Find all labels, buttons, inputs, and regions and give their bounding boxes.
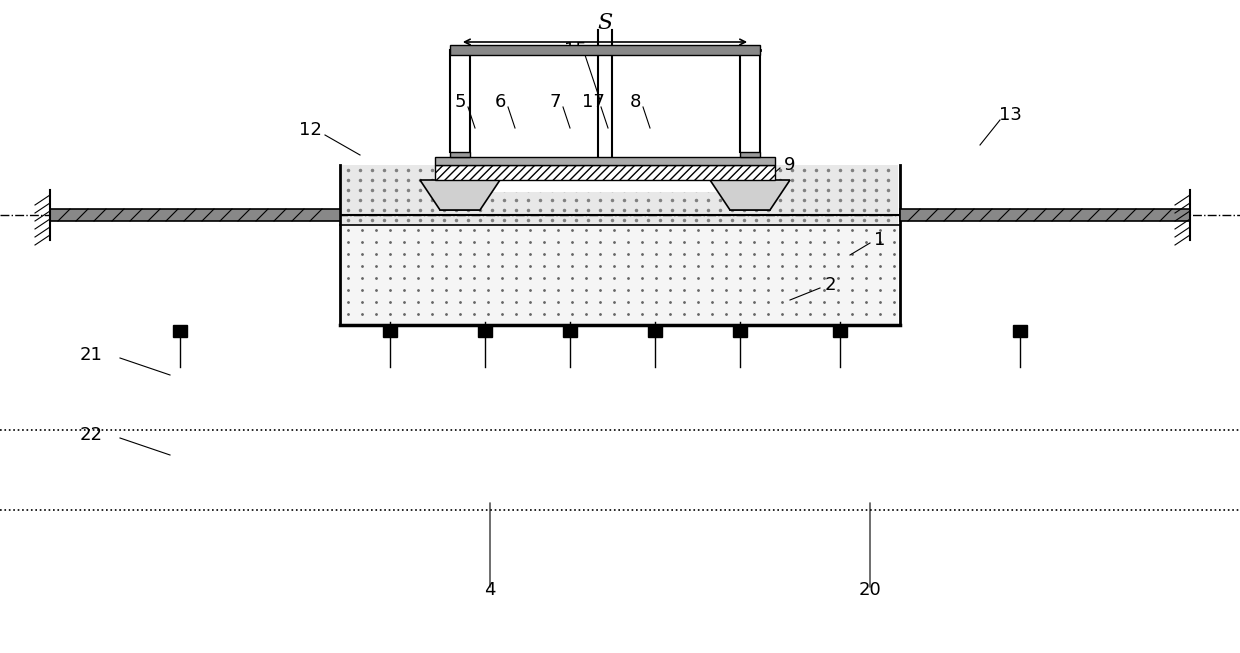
Polygon shape [420, 180, 500, 210]
Bar [174, 325, 187, 337]
Text: 4: 4 [485, 581, 496, 599]
Text: 8: 8 [630, 93, 641, 111]
Bar [563, 325, 577, 337]
Bar [1013, 325, 1027, 337]
Text: 17: 17 [582, 93, 604, 111]
Text: 13: 13 [998, 106, 1022, 124]
Text: 2: 2 [825, 276, 836, 294]
Bar [383, 325, 397, 337]
Bar [342, 165, 898, 225]
Bar [833, 325, 847, 337]
Bar [342, 225, 898, 325]
Bar [435, 165, 775, 180]
Text: 5: 5 [454, 93, 466, 111]
Bar [477, 325, 492, 337]
Text: 1: 1 [874, 231, 885, 249]
Text: 21: 21 [81, 346, 103, 364]
Bar [450, 152, 470, 157]
Text: 22: 22 [81, 426, 103, 444]
Text: S: S [598, 12, 613, 34]
Bar [733, 325, 746, 337]
Polygon shape [711, 180, 790, 210]
Text: 15: 15 [563, 41, 587, 59]
Text: 12: 12 [299, 121, 321, 139]
Bar [440, 165, 480, 210]
Bar [435, 157, 775, 165]
Bar [435, 180, 775, 192]
Text: 9: 9 [784, 156, 796, 174]
Text: 7: 7 [549, 93, 560, 111]
Bar [900, 209, 1190, 221]
Bar [740, 152, 760, 157]
Text: 20: 20 [858, 581, 882, 599]
Bar [50, 209, 340, 221]
Bar [450, 45, 760, 55]
Bar [730, 165, 770, 210]
Text: 6: 6 [495, 93, 506, 111]
Bar [649, 325, 662, 337]
